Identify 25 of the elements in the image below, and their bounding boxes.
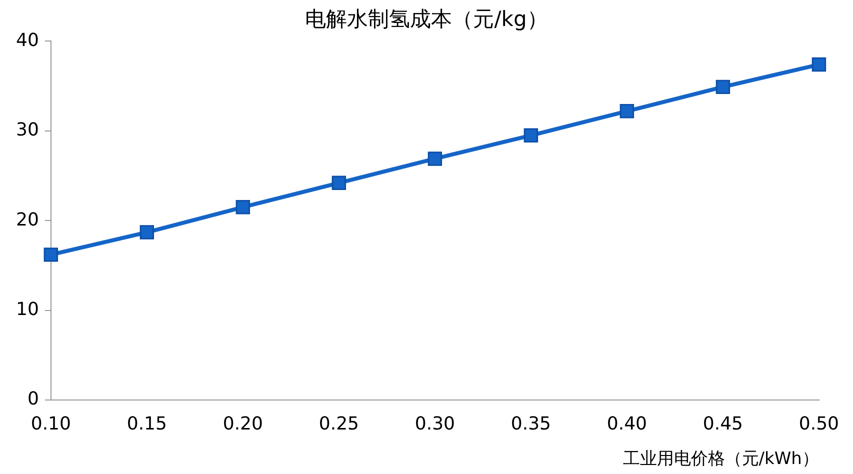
x-tick-label: 0.40 [606,413,647,434]
chart-title: 电解水制氢成本（元/kg） [305,7,548,32]
y-tick-label: 40 [16,30,39,51]
point [716,80,730,94]
point [236,200,250,214]
x-tick-label: 0.15 [126,413,167,434]
point [428,152,442,166]
x-tick-label: 0.50 [798,413,839,434]
point [812,57,826,72]
point [140,225,154,240]
x-tick-label: 0.10 [30,413,71,434]
x-tick-label: 0.25 [318,413,359,434]
point [44,248,58,262]
x-tick-label: 0.35 [510,413,551,434]
point [332,176,346,190]
x-tick-label: 0.30 [414,413,455,434]
y-tick-label: 0 [27,388,39,410]
y-tick-label: 20 [16,209,39,230]
x-tick-label: 0.45 [702,413,743,434]
y-tick-label: 30 [16,120,39,141]
y-tick-label: 10 [16,298,39,320]
point [620,104,634,118]
x-axis-title: 工业用电价格（元/kWh） [622,449,819,470]
x-tick-label: 0.20 [222,413,263,434]
point [524,128,538,142]
